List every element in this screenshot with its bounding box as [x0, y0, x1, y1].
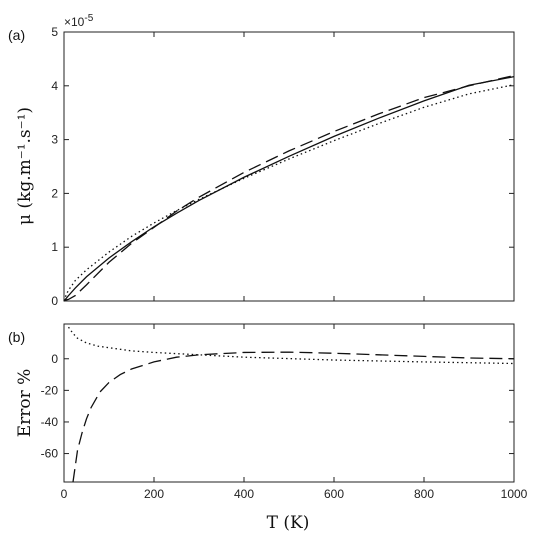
- panel-b-ticks: 0 200 400 600 800 1000 0 -20 -40 -60: [41, 324, 528, 501]
- panel-a-label: (a): [8, 27, 25, 43]
- x-tick-label-400: 400: [234, 487, 254, 501]
- panel-a-series-solid: [63, 76, 515, 302]
- panel-a: 0 1 2 3 4 5: [51, 25, 515, 308]
- x-axis-title: T (K): [267, 513, 310, 533]
- panel-b-y-tick-label--40: -40: [41, 415, 59, 429]
- y-axis-title-a: μ (kg.m⁻¹.s⁻¹): [15, 107, 35, 225]
- panel-a-ticks: 0 1 2 3 4 5: [51, 25, 515, 308]
- panel-a-y-tick-label-4: 4: [51, 79, 58, 93]
- panel-b-y-tick-label-0: 0: [51, 352, 58, 366]
- panel-a-y-tick-label-3: 3: [51, 133, 58, 147]
- panel-b-series-dotted: [67, 326, 515, 365]
- panel-a-frame: [63, 31, 515, 302]
- y-axis-title-b: Error %: [15, 369, 35, 438]
- x-tick-label-800: 800: [414, 487, 434, 501]
- panel-a-y-tick-label-1: 1: [51, 240, 58, 254]
- x-tick-label-1000: 1000: [501, 487, 528, 501]
- panel-a-series-dotted: [63, 84, 515, 302]
- panel-a-series-dashed: [63, 74, 515, 302]
- x-tick-label-0: 0: [61, 487, 68, 501]
- panel-b-y-tick-label--60: -60: [41, 447, 59, 461]
- panel-a-y-tick-label-5: 5: [51, 25, 58, 39]
- x-tick-label-200: 200: [144, 487, 164, 501]
- panel-b: 0 200 400 600 800 1000 0 -20 -40 -60: [41, 323, 528, 501]
- panel-b-frame: [63, 323, 515, 483]
- panel-a-series: [63, 74, 515, 302]
- panel-a-y-tick-label-2: 2: [51, 186, 58, 200]
- panel-a-y-tick-label-0: 0: [51, 294, 58, 308]
- panel-b-label: (b): [8, 329, 25, 345]
- panel-b-y-tick-label--20: -20: [41, 383, 59, 397]
- y-multiplier-base: ×10: [64, 15, 85, 29]
- panel-b-series-dashed: [72, 351, 515, 483]
- y-multiplier: ×10-5: [64, 13, 94, 29]
- y-multiplier-exponent: -5: [84, 13, 93, 24]
- x-tick-label-600: 600: [324, 487, 344, 501]
- panel-b-series: [67, 326, 515, 483]
